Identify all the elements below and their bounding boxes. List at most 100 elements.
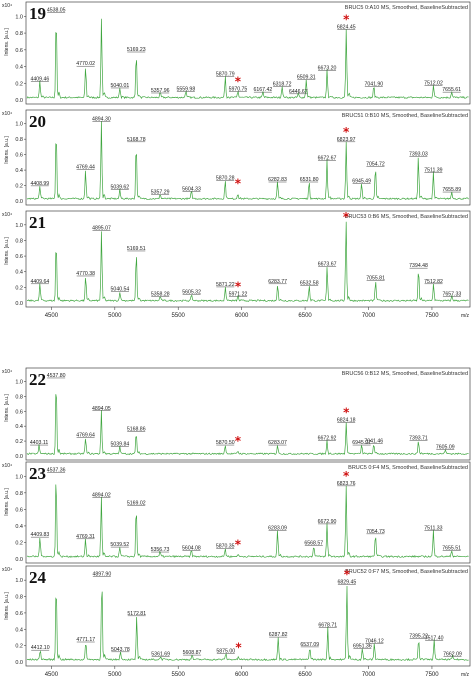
y-tick-label: 0.0 xyxy=(15,557,23,563)
panel-frame xyxy=(25,210,471,308)
peak-label: 6283.07 xyxy=(268,440,287,446)
y-tick-label: 0.4 xyxy=(15,424,23,430)
peak-label: 6951.36 xyxy=(353,644,372,650)
panel-number: 23 xyxy=(29,464,46,483)
peak-label: 6283.77 xyxy=(268,279,287,285)
peak-label: 5871.22 xyxy=(216,282,235,288)
spectrum-line xyxy=(26,221,469,303)
y-tick-label: 1.0 xyxy=(15,474,23,480)
peak-label: 5605.32 xyxy=(182,290,201,296)
spectrum-panel-24: 0.2 0.4 0.6 0.8 1.0 0.0 x10⁴ Intens. [a.u.] BRUC… xyxy=(2,565,471,667)
marker-star: * xyxy=(235,434,242,448)
peak-label: 4409.83 xyxy=(31,532,50,538)
y-tick-label: 0.6 xyxy=(15,254,23,260)
y-tick-label: 0.0 xyxy=(15,199,23,205)
y-tick-label: 0.4 xyxy=(15,168,23,174)
peak-label: 4409.46 xyxy=(31,76,50,82)
y-exponent: x10⁴ xyxy=(2,212,12,218)
peak-label: 5169.02 xyxy=(127,501,146,507)
x-tick-label: 7000 xyxy=(362,313,376,319)
peak-label: 4771.17 xyxy=(76,637,95,643)
spectrum-description: BRUC52 0:F7 MS, Smoothed, BaselineSubtra… xyxy=(345,569,468,575)
spectrum-panel-22: 0.2 0.4 0.6 0.8 1.0 0.0 x10⁴ Intens. [a.u.] BRUC… xyxy=(2,367,471,461)
peak-label: 6823.97 xyxy=(337,137,356,143)
peak-label: 5361.69 xyxy=(151,652,170,658)
peak-label: 6673.67 xyxy=(318,262,337,268)
x-tick-label: 6500 xyxy=(298,313,312,319)
peak-label: 5870.35 xyxy=(216,544,235,550)
spectrum-panel-23: 0.2 0.4 0.6 0.8 1.0 0.0 x10⁴ Intens. [a.u.] BRUC… xyxy=(2,461,471,564)
y-tick-label: 0.8 xyxy=(15,595,23,601)
y-tick-label: 1.0 xyxy=(15,223,23,229)
y-axis-label: Intens. [a.u.] xyxy=(4,394,10,422)
peak-label: 6537.09 xyxy=(300,642,319,648)
y-axis-label: Intens. [a.u.] xyxy=(4,237,10,265)
peak-label: 7393.71 xyxy=(409,436,428,442)
peak-label: 5608.87 xyxy=(183,650,202,656)
y-tick-label: 0.4 xyxy=(15,65,23,71)
peak-label: 6282.83 xyxy=(268,177,287,183)
x-tick-label: 6000 xyxy=(235,672,249,678)
peak-label: 6829.45 xyxy=(337,580,356,586)
peak-label: 7512.82 xyxy=(424,279,443,285)
x-tick-label: 5500 xyxy=(172,313,186,319)
y-tick-label: 1.0 xyxy=(15,122,23,128)
y-axis-label: Intens. [a.u.] xyxy=(4,28,10,56)
peak-label: 7511.39 xyxy=(424,168,442,174)
peak-label: 4894.05 xyxy=(92,406,111,412)
x-tick-label: 4500 xyxy=(45,672,59,678)
peak-label: 5604.33 xyxy=(182,186,201,192)
panel-frame xyxy=(25,461,471,564)
spectrum-description: BRUC51 0:B10 MS, Smoothed, BaselineSubtr… xyxy=(342,113,468,119)
spectrum-line xyxy=(26,120,469,201)
y-tick-label: 0.4 xyxy=(15,270,23,276)
spectrum-panel-21: 0.2 0.4 0.6 0.8 1.0 0.0 x10⁴ Intens. [a.u.] BRUC… xyxy=(2,210,471,308)
panel-number: 21 xyxy=(29,213,46,232)
spectrum-panel-19: 0.2 0.4 0.6 0.8 1.0 0.0 x10⁴ Intens. [a.u.] BRUC… xyxy=(2,1,471,105)
peak-label: 5875.00 xyxy=(216,648,235,654)
peak-label: 5970.75 xyxy=(229,86,248,92)
peak-label: 7517.40 xyxy=(425,635,444,641)
marker-star: * xyxy=(343,406,350,420)
peak-label: 7041.90 xyxy=(364,81,383,87)
peak-label: 4538.05 xyxy=(47,8,66,14)
marker-star: * xyxy=(343,125,350,139)
x-axis-unit: m/z xyxy=(461,313,470,319)
peak-label: 4770.02 xyxy=(76,61,95,67)
y-exponent: x10⁴ xyxy=(2,567,12,573)
y-tick-label: 0.2 xyxy=(15,644,23,650)
peak-label: 7054.73 xyxy=(366,529,385,535)
peak-label: 7395.22 xyxy=(409,634,428,640)
peak-label: 7511.33 xyxy=(424,526,442,532)
peak-label: 5357.96 xyxy=(151,88,170,94)
peak-label: 6167.42 xyxy=(254,87,273,93)
peak-label: 5168.86 xyxy=(127,427,146,433)
peak-label: 4537.80 xyxy=(47,373,66,379)
y-tick-label: 0.2 xyxy=(15,439,23,445)
y-tick-label: 0.8 xyxy=(15,137,23,143)
peak-label: 6287.82 xyxy=(269,632,288,638)
peak-label: 6283.09 xyxy=(268,526,287,532)
peak-label: 7046.12 xyxy=(365,639,384,645)
peak-label: 4770.38 xyxy=(76,271,95,277)
peak-label: 4409.64 xyxy=(31,279,50,285)
peak-label: 5043.78 xyxy=(111,647,130,653)
y-tick-label: 0.6 xyxy=(15,48,23,54)
y-tick-label: 1.0 xyxy=(15,379,23,385)
panel-number: 19 xyxy=(29,4,46,23)
y-axis-label: Intens. [a.u.] xyxy=(4,136,10,164)
peak-label: 7055.81 xyxy=(366,276,385,282)
y-tick-label: 0.8 xyxy=(15,31,23,37)
peak-label: 6678.71 xyxy=(318,622,337,628)
y-exponent: x10⁴ xyxy=(2,3,12,9)
peak-label: 4769.31 xyxy=(76,534,95,540)
peak-label: 5168.78 xyxy=(127,137,146,143)
y-exponent: x10⁴ xyxy=(2,369,12,375)
peak-label: 5169.51 xyxy=(127,246,146,252)
peak-label: 5169.23 xyxy=(127,47,146,53)
x-tick-label: 7000 xyxy=(362,672,376,678)
peak-label: 4895.07 xyxy=(92,226,111,232)
peak-label: 7041.46 xyxy=(364,439,383,445)
x-tick-label: 6000 xyxy=(235,313,249,319)
x-tick-label: 5000 xyxy=(108,672,122,678)
